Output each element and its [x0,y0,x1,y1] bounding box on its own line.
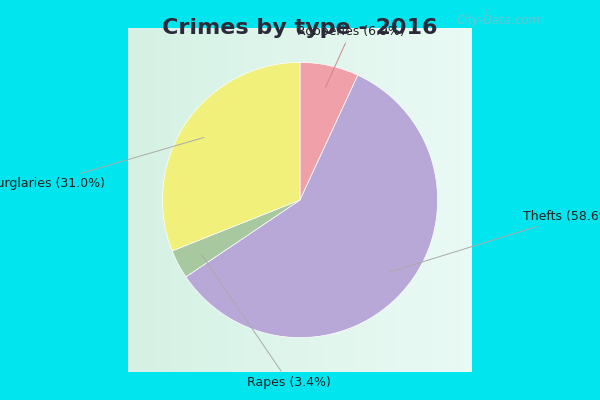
Text: Burglaries (31.0%): Burglaries (31.0%) [0,138,204,190]
Wedge shape [300,62,358,200]
Wedge shape [172,200,300,277]
Wedge shape [186,75,437,338]
Text: Crimes by type - 2016: Crimes by type - 2016 [162,18,438,38]
Text: Rapes (3.4%): Rapes (3.4%) [202,255,331,389]
Text: Thefts (58.6%): Thefts (58.6%) [389,210,600,272]
Text: City-Data.com: City-Data.com [457,14,541,27]
Text: i: i [485,7,487,16]
Text: Robberies (6.9%): Robberies (6.9%) [297,25,405,87]
Wedge shape [163,62,300,251]
